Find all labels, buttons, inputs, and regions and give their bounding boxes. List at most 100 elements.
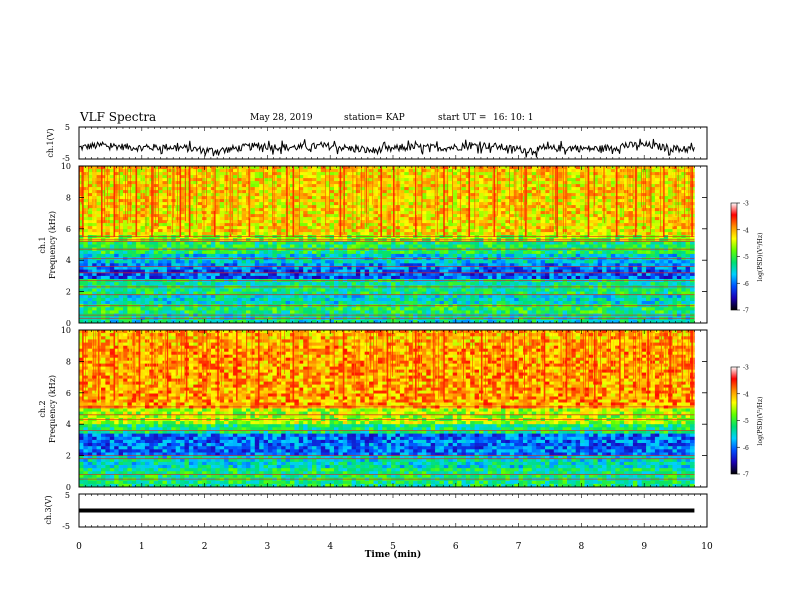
ch1-spectrogram-band-cell [175,269,181,273]
ch1-spectrogram-band-cell [127,181,133,185]
ch1-spectrogram-band-cell [215,169,220,173]
ch1-spectrogram-band-cell [421,184,427,188]
ch1-spectrogram-band-cell [430,226,436,230]
ch1-spectrogram-band-cell [628,199,634,203]
ch1-spectrogram-band-cell [202,175,207,179]
ch1-spectrogram-band-cell [426,166,431,170]
ch1-spectrogram-band-cell [325,217,330,221]
ch1-spectrogram-band-cell [87,181,93,185]
ch1-spectrogram-band-cell [298,244,304,248]
ch1-spectrogram-band-cell [668,229,673,233]
ch1-spectrogram-band-cell [408,269,414,273]
ch1-spectrogram-band-cell [303,250,308,255]
ch1-spectrogram-band-cell [659,232,664,236]
ch1-spectrogram-band-cell [272,260,278,264]
ch1-spectrogram-band-cell [193,269,198,273]
ch1-spectrogram-band-cell [285,205,291,209]
ch1-spectrogram-band-cell [320,184,326,188]
ch1-spectrogram-band-cell [206,217,212,221]
ch1-spectrogram-band-cell [545,166,550,170]
ch1-spectrogram-band-cell [272,190,278,194]
ch1-spectrogram-band-cell [654,187,660,191]
ch1-spectrogram-band-cell [259,211,264,215]
ch1-spectrogram-band-cell [479,205,484,209]
ch1-spectrogram-band-cell [457,169,462,173]
ch1-spectrogram-band-cell [637,202,642,206]
ch1-spectrogram-band-cell [250,184,256,188]
ch1-spectrogram-band-cell [281,266,286,270]
ch1-spectrogram-band-cell [602,269,607,273]
ch1-spectrogram-band-cell [588,193,594,197]
ch1-spectrogram-band-cell [83,232,89,236]
ch1-spectrogram-band-cell [404,202,409,206]
ch1-spectrogram-band-cell [298,253,304,258]
ch1-spectrogram-band-cell [571,190,577,194]
ch1-spectrogram-band-cell [646,208,651,212]
ch1-spectrogram-band-cell [430,217,436,221]
ch1-spectrogram-band-cell [241,272,247,277]
ch1-spectrogram-band-cell [610,196,616,200]
ch1-spectrogram-band-cell [254,269,260,273]
ch1-spectrogram-band-cell [360,220,365,224]
ch1-spectrogram-band-cell [360,202,365,206]
ch1-spectrogram-band-cell [615,202,620,206]
ch1-spectrogram-band-cell [435,272,440,277]
ch1-spectrogram-band-cell [628,205,634,209]
ch1-spectrogram-band-cell [281,269,286,273]
ch1-spectrogram-band-cell [136,196,141,200]
ch1-spectrogram-band-cell [175,190,181,194]
ch1-spectrogram-band-cell [571,187,577,191]
ch1-spectrogram-band-cell [320,217,326,221]
ch1-spectrogram-band-cell [417,199,423,203]
ch1-spectrogram-band-cell [263,229,269,233]
ch1-spectrogram-band-cell [369,208,374,212]
ch1-spectrogram-band-cell [571,199,577,203]
ch1-spectrogram-band-cell [351,187,357,191]
ch1-spectrogram-band-cell [347,244,352,248]
ch1-spectrogram-band-cell [232,169,238,173]
ch1-spectrogram-band-cell [263,166,269,170]
ch1-spectrogram-band-cell [571,178,577,182]
ch1-spectrogram-band-cell [188,199,194,203]
ch1-spectrogram-band-cell [312,199,317,203]
ch1-spectrogram-band-cell [316,232,322,236]
ch1-spectrogram-band-cell [562,199,568,203]
ch1-spectrogram-band-cell [210,229,216,233]
ch1-spectrogram-band-cell [294,253,300,258]
ch1-spectrogram-band-cell [290,226,295,230]
ch1-spectrogram-band-cell [426,184,431,188]
ch1-spectrogram-band-cell [237,193,242,197]
ch1-spectrogram-band-cell [628,260,634,264]
ch1-spectrogram-band-cell [140,232,146,236]
ch1-spectrogram-band-cell [162,211,168,215]
ch1-spectrogram-band-cell [536,260,541,264]
ch1-spectrogram-band-cell [399,272,405,277]
ch1-spectrogram-band-cell [268,211,273,215]
ch1-spectrogram-band-cell [188,266,194,270]
ch1-spectrogram-band-cell [527,220,533,224]
ch1-spectrogram-band-cell [685,263,691,267]
ch1-spectrogram-band-cell [144,169,150,173]
ch1-spectrogram-band-cell [663,241,669,245]
ch1-spectrogram-band-cell [584,244,590,248]
ch1-spectrogram-band-cell [246,190,251,194]
ch1-spectrogram-band-cell [479,190,484,194]
ch1-spectrogram-band-cell [254,181,260,185]
ch1-spectrogram-band-cell [606,269,612,273]
ch1-spectrogram-band-cell [404,269,409,273]
ch1-spectrogram-band-cell [259,172,264,176]
ch1-spectrogram-band-cell [109,208,115,212]
ch1-spectrogram-band-cell [312,175,317,179]
ch1-spectrogram-band-cell [118,199,124,203]
ch1-spectrogram-band-cell [197,175,203,179]
ch1-spectrogram-band-cell [382,196,387,200]
ch1-spectrogram-band-cell [580,263,585,267]
ch1-spectrogram-band-cell [452,266,458,270]
ch1-spectrogram-band-cell [281,166,286,170]
ch1-spectrogram-band-cell [615,214,620,218]
ch1-spectrogram-band-cell [571,184,577,188]
ch1-spectrogram-band-cell [430,263,436,267]
ch1-spectrogram-band-cell [355,266,361,270]
ch1-spectrogram-band-cell [685,184,691,188]
ch1-spectrogram-band-cell [215,187,220,191]
